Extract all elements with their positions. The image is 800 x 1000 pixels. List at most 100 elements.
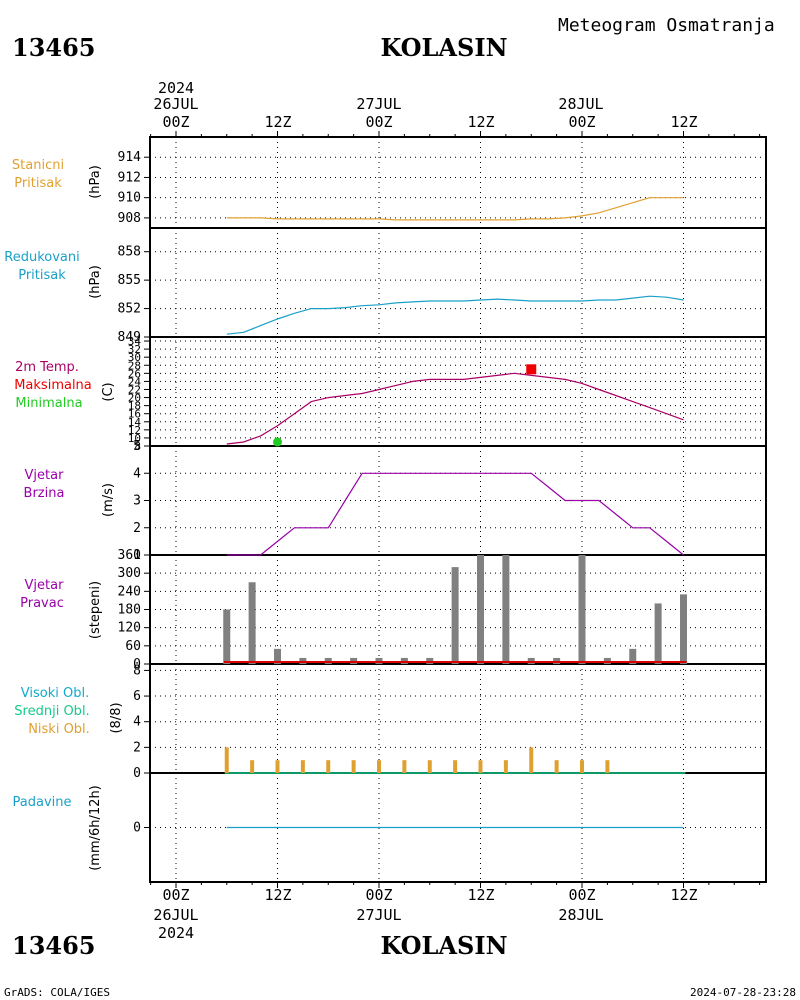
niski-oblaci-bar (503, 760, 508, 773)
bottom-hour-3: 00Z (365, 886, 392, 904)
y-tick-label: 4 (133, 466, 141, 481)
panel-frame (149, 136, 767, 229)
y-tick-label: 0 (133, 766, 141, 781)
niski-oblaci-bar (554, 760, 559, 773)
bottom-hour-2: 12Z (264, 886, 291, 904)
bottom-date-1: 26JUL (153, 906, 198, 924)
wind-direction-bar (578, 555, 586, 664)
y-tick-label: 0 (133, 657, 141, 672)
y-tick-label: 914 (118, 150, 142, 165)
stanicni-pritisak-line (226, 197, 684, 221)
y-tick-label: 4 (133, 715, 141, 730)
niski-oblaci-bar (300, 760, 305, 773)
subtitle: Meteogram Osmatranja (558, 15, 775, 36)
y-tick-label: 2 (133, 740, 141, 755)
label-srednji: Srednji Obl. (14, 704, 89, 719)
wind-direction-bar (603, 657, 611, 664)
wind-direction-bar (375, 657, 383, 664)
y-tick-label: 20 (128, 392, 141, 405)
niski-oblaci-bar (224, 747, 229, 773)
y-tick-label: 30 (128, 351, 141, 364)
label-temp-min: Minimalna (15, 396, 82, 411)
y-tick-label: 855 (118, 273, 141, 288)
label-visoki: Visoki Obl. (21, 686, 89, 701)
y-tick-label: 18 (128, 400, 141, 413)
y-tick-label: 34 (128, 335, 142, 348)
y-tick-label: 910 (118, 191, 141, 206)
niski-oblaci-bar (351, 760, 356, 773)
max-temp-marker (526, 364, 537, 375)
top-hour-2: 12Z (264, 113, 291, 131)
y-tick-label: 8 (133, 663, 141, 678)
wind-direction-bar (502, 555, 510, 664)
wind-direction-bar (299, 657, 307, 664)
bottom-hour-1: 00Z (162, 886, 189, 904)
niski-oblaci-bar (427, 760, 432, 773)
label-brzina-2: Brzina (24, 486, 65, 501)
label-temp-1: 2m Temp. (15, 360, 79, 375)
top-hour-1: 00Z (162, 113, 189, 131)
y-tick-label: 852 (118, 302, 141, 317)
panel-2: 849 852 855 858 (118, 227, 767, 345)
label-redukovani-1: Redukovani (4, 250, 79, 265)
wind-direction-bar (223, 609, 231, 664)
wind-direction-bar (248, 582, 256, 664)
y-tick-label: 300 (118, 566, 141, 581)
label-brzina-1: Vjetar (25, 468, 65, 483)
wind-direction-bar (629, 648, 637, 664)
bottom-date-2: 27JUL (356, 906, 401, 924)
unit-redukovani: (hPa) (88, 265, 103, 299)
niski-oblaci-bar (250, 760, 255, 773)
y-tick-label: 3 (133, 494, 141, 509)
y-tick-label: 28 (128, 359, 141, 372)
unit-brzina: (m/s) (101, 483, 116, 517)
y-tick-label: 360 (118, 548, 141, 563)
panel-frame (149, 663, 767, 774)
station-name: KOLASIN (380, 33, 507, 62)
niski-oblaci-bar (402, 760, 407, 773)
niski-oblaci-bar (377, 760, 381, 773)
top-hour-3: 00Z (365, 113, 392, 131)
top-date-3: 28JUL (558, 95, 603, 113)
label-redukovani-2: Pritisak (18, 268, 66, 283)
redukovani-pritisak-line (226, 295, 684, 335)
y-tick-label: 8 (134, 440, 141, 453)
y-tick-label: 22 (128, 383, 141, 396)
wind-direction-bar (451, 567, 459, 664)
y-tick-label: 180 (118, 603, 141, 618)
top-hour-4: 12Z (467, 113, 494, 131)
bottom-date-3: 28JUL (558, 906, 603, 924)
niski-oblaci-bar (275, 760, 280, 773)
label-temp-max: Maksimalna (14, 378, 92, 393)
wind-direction-bar (654, 603, 662, 664)
bottom-hour-6: 12Z (670, 886, 697, 904)
bottom-hour-4: 12Z (467, 886, 494, 904)
y-tick-label: 1 (133, 548, 141, 563)
min-temp-marker (273, 437, 282, 447)
panel-frame (149, 336, 767, 447)
footer-station-id: 13465 (12, 931, 96, 960)
station-id: 13465 (12, 33, 96, 62)
wind-direction-bar (527, 657, 535, 664)
footer-station-name: KOLASIN (380, 931, 507, 960)
unit-padavine: (mm/6h/12h) (88, 785, 103, 871)
wind-direction-bar (400, 657, 408, 664)
niski-oblaci-bar (605, 760, 610, 773)
panel-1: 908 910 912 914 (118, 136, 767, 229)
niski-oblaci-bar (580, 760, 584, 773)
wind-direction-bar (350, 657, 358, 664)
top-date-1: 26JUL (153, 95, 198, 113)
footer-credit: GrADS: COLA/IGES (4, 986, 110, 999)
y-tick-label: 16 (128, 408, 141, 421)
panel-frame (149, 227, 767, 338)
unit-pravac: (stepeni) (88, 581, 103, 639)
label-stanicni-2: Pritisak (14, 176, 62, 191)
temperature-line (226, 372, 684, 445)
top-hour-5: 00Z (568, 113, 595, 131)
label-niski: Niski Obl. (28, 722, 90, 737)
label-pravac-2: Pravac (20, 596, 64, 611)
wind-direction-bar (324, 657, 332, 664)
niski-oblaci-bar (326, 760, 331, 773)
y-tick-label: 6 (133, 689, 141, 704)
